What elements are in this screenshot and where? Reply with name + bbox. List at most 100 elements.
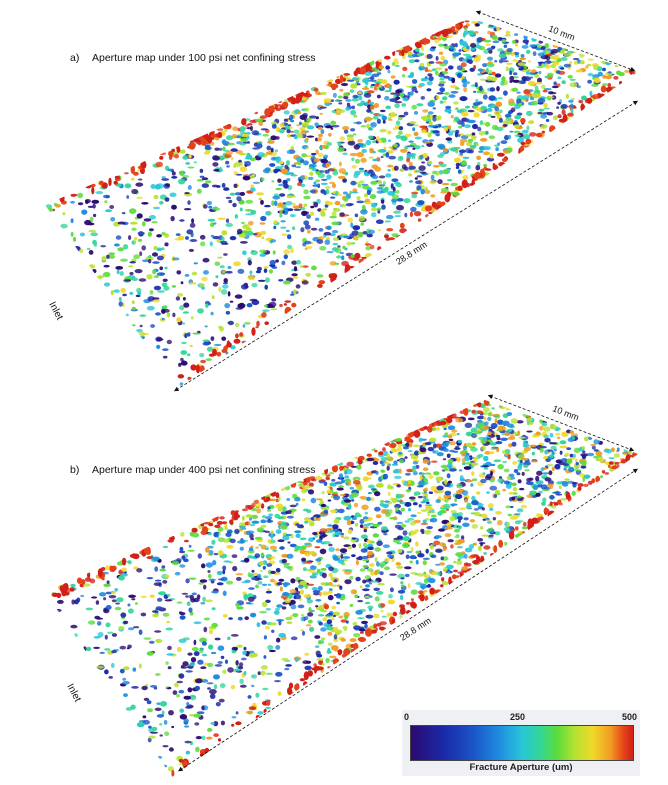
aperture-speck [328, 472, 335, 475]
aperture-rim-speck [222, 122, 229, 129]
aperture-speck [538, 108, 545, 112]
aperture-speck [494, 489, 500, 495]
aperture-speck [315, 179, 321, 183]
aperture-speck [426, 88, 432, 92]
aperture-speck [215, 275, 219, 279]
aperture-speck [450, 503, 458, 506]
aperture-speck [378, 184, 386, 187]
aperture-speck [229, 519, 234, 525]
aperture-speck [447, 434, 453, 439]
aperture-speck [260, 552, 265, 557]
aperture-speck [347, 480, 352, 487]
aperture-speck [154, 579, 162, 582]
aperture-speck [136, 213, 143, 219]
aperture-speck [147, 296, 155, 302]
aperture-speck [517, 62, 526, 67]
aperture-speck [244, 557, 250, 563]
aperture-speck [321, 572, 327, 579]
aperture-speck [370, 83, 377, 87]
aperture-speck [432, 443, 437, 449]
aperture-speck [222, 565, 227, 571]
aperture-speck [283, 183, 289, 189]
aperture-speck [167, 666, 172, 670]
aperture-speck [457, 558, 461, 561]
aperture-speck [251, 283, 258, 288]
aperture-speck [156, 255, 164, 261]
aperture-speck [510, 107, 516, 113]
aperture-speck [496, 86, 500, 92]
aperture-speck [146, 274, 153, 280]
aperture-speck [72, 236, 77, 242]
aperture-speck [506, 48, 513, 53]
aperture-speck [185, 333, 190, 337]
aperture-rim-speck [87, 571, 91, 579]
aperture-speck [269, 163, 276, 167]
aperture-speck [357, 599, 364, 603]
aperture-speck [451, 416, 460, 419]
aperture-speck [313, 158, 320, 163]
aperture-speck [407, 583, 411, 589]
aperture-speck [374, 166, 382, 172]
aperture-speck [245, 504, 250, 509]
aperture-speck [347, 79, 355, 82]
aperture-speck [332, 243, 339, 245]
aperture-speck [487, 503, 494, 509]
aperture-speck [363, 528, 368, 533]
aperture-speck [127, 627, 135, 631]
aperture-speck [497, 142, 501, 146]
aperture-speck [486, 529, 491, 532]
aperture-speck [489, 463, 496, 467]
aperture-speck [70, 624, 78, 629]
aperture-speck [442, 71, 449, 75]
aperture-speck [57, 599, 64, 604]
aperture-speck [250, 187, 256, 192]
aperture-rim-speck [358, 636, 365, 642]
aperture-speck [193, 262, 198, 265]
aperture-speck [532, 51, 537, 57]
aperture-speck [284, 667, 290, 671]
aperture-speck [521, 451, 526, 454]
length-dimension-line [173, 100, 639, 392]
aperture-speck [502, 460, 508, 464]
aperture-speck [337, 141, 341, 147]
aperture-speck [462, 83, 468, 88]
aperture-rim-speck [171, 769, 175, 777]
aperture-speck [313, 201, 319, 208]
aperture-speck [455, 493, 463, 500]
aperture-speck [221, 182, 226, 188]
aperture-speck [500, 437, 508, 441]
aperture-speck [460, 138, 468, 143]
aperture-speck [181, 592, 189, 595]
aperture-speck [376, 540, 383, 547]
aperture-speck [462, 522, 470, 527]
aperture-speck [529, 132, 537, 137]
aperture-speck [351, 98, 359, 102]
aperture-speck [90, 232, 99, 237]
aperture-speck [332, 183, 336, 189]
aperture-speck [136, 196, 144, 199]
aperture-speck [465, 462, 473, 465]
aperture-speck [443, 126, 449, 132]
aperture-speck [221, 336, 227, 341]
aperture-speck [239, 126, 247, 132]
aperture-speck [501, 60, 509, 63]
aperture-speck [240, 525, 245, 530]
aperture-speck [498, 53, 507, 59]
aperture-speck [436, 427, 440, 431]
aperture-speck [189, 239, 198, 242]
aperture-speck [159, 201, 164, 205]
aperture-speck [261, 601, 268, 608]
caption-text: Aperture map under 100 psi net confining… [92, 52, 316, 64]
aperture-speck [412, 471, 418, 476]
aperture-speck [190, 657, 197, 663]
aperture-speck [405, 489, 411, 493]
aperture-speck [428, 491, 434, 494]
aperture-speck [327, 648, 331, 653]
aperture-speck [370, 122, 377, 128]
aperture-speck [214, 524, 221, 528]
aperture-speck [366, 90, 375, 94]
aperture-speck [541, 63, 545, 68]
aperture-speck [469, 145, 477, 149]
aperture-speck [317, 137, 323, 142]
aperture-speck [228, 617, 233, 620]
